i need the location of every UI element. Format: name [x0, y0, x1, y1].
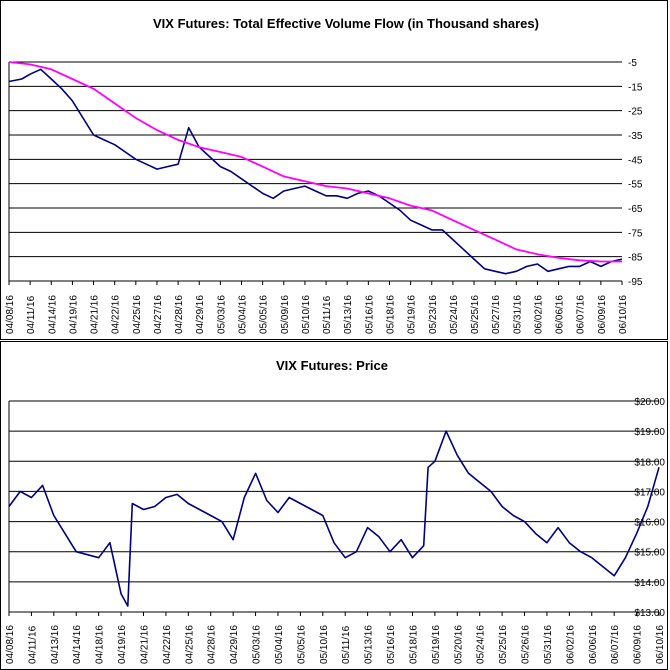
volume-flow-y-tick-label: -25: [628, 107, 643, 118]
volume-flow-x-tick-label: 04/19/16: [68, 295, 79, 334]
price-y-tick-label: $20.00: [634, 397, 665, 408]
price-x-tick-label: 06/07/16: [610, 625, 621, 664]
volume-flow-x-tick-label: 05/27/16: [491, 295, 502, 334]
volume-flow-chart-title: VIX Futures: Total Effective Volume Flow…: [153, 16, 539, 31]
volume-flow-x-tick-label: 05/19/16: [407, 295, 418, 334]
volume-flow-x-tick-label: 06/09/16: [597, 295, 608, 334]
volume-flow-x-tick-label: 06/07/16: [576, 295, 587, 334]
volume-flow-x-tick-label: 05/18/16: [385, 295, 396, 334]
price-x-tick-label: 04/18/16: [95, 625, 106, 664]
price-x-tick-label: 05/13/16: [364, 625, 375, 664]
price-y-tick-label: $14.00: [634, 578, 665, 589]
price-series-0-line: [8, 430, 660, 607]
price-x-tick-label: 06/09/16: [633, 625, 644, 664]
price-x-tick-label: 05/26/16: [521, 625, 532, 664]
volume-flow-chart: VIX Futures: Total Effective Volume Flow…: [5, 16, 643, 334]
volume-flow-x-tick-label: 05/31/16: [512, 295, 523, 334]
price-x-tick-label: 04/29/16: [229, 625, 240, 664]
price-x-tick-label: 04/11/16: [27, 625, 38, 664]
volume-flow-x-tick-label: 04/28/16: [174, 295, 185, 334]
price-x-tick-label: 05/03/16: [252, 625, 263, 664]
volume-flow-series-0-line: [8, 68, 623, 275]
volume-flow-x-tick-label: 05/10/16: [301, 295, 312, 334]
price-x-tick-label: 05/05/16: [296, 625, 307, 664]
price-x-tick-label: 05/04/16: [274, 625, 285, 664]
volume-flow-y-tick-label: -75: [628, 228, 643, 239]
volume-flow-x-tick-label: 05/13/16: [343, 295, 354, 334]
volume-flow-x-tick-label: 04/21/16: [90, 295, 101, 334]
price-x-tick-label: 06/06/16: [588, 625, 599, 664]
volume-flow-x-tick-label: 06/10/16: [618, 295, 629, 334]
price-x-tick-label: 04/19/16: [117, 625, 128, 664]
price-x-tick-label: 05/24/16: [476, 625, 487, 664]
price-y-tick-label: $17.00: [634, 487, 665, 498]
volume-flow-x-tick-label: 06/02/16: [533, 295, 544, 334]
volume-flow-x-tick-label: 05/16/16: [364, 295, 375, 334]
volume-flow-x-tick-label: 05/24/16: [449, 295, 460, 334]
volume-flow-x-tick-label: 05/25/16: [470, 295, 481, 334]
volume-flow-x-tick-label: 06/06/16: [555, 295, 566, 334]
price-x-tick-label: 04/28/16: [207, 625, 218, 664]
volume-flow-x-tick-label: 05/09/16: [280, 295, 291, 334]
price-x-tick-label: 05/10/16: [319, 625, 330, 664]
price-y-axis: $20.00 $19.00 $18.00 $17.00 $16.00 $15.00 $14.…: [634, 397, 665, 619]
price-x-tick-label: 06/02/16: [565, 625, 576, 664]
volume-flow-x-tick-label: 04/11/16: [26, 295, 37, 334]
volume-flow-y-tick-label: -55: [628, 180, 643, 191]
volume-flow-series-1-line: [8, 61, 622, 263]
price-y-tick-label: $15.00: [634, 548, 665, 559]
price-chart-panel: VIX Futures: Price $20.00 $19.00 $18.00 $17…: [0, 341, 668, 670]
price-x-tick-label: 04/14/16: [72, 625, 83, 664]
price-x-tick-label: 04/25/16: [184, 625, 195, 664]
price-y-tick-label: $18.00: [634, 457, 665, 468]
volume-flow-x-tick-label: 04/22/16: [111, 295, 122, 334]
price-y-tick-label: $16.00: [634, 518, 665, 529]
volume-flow-y-tick-label: -35: [628, 131, 643, 142]
price-x-tick-label: 05/19/16: [431, 625, 442, 664]
volume-flow-x-tick-label: 04/25/16: [132, 295, 143, 334]
volume-flow-chart-panel: VIX Futures: Total Effective Volume Flow…: [0, 0, 668, 340]
price-x-tick-label: 04/08/16: [5, 625, 16, 664]
volume-flow-x-tick-label: 05/04/16: [238, 295, 249, 334]
price-x-tick-label: 06/10/16: [655, 625, 666, 664]
price-x-tick-label: 05/16/16: [386, 625, 397, 664]
price-x-tick-label: 05/31/16: [543, 625, 554, 664]
price-x-tick-label: 04/13/16: [50, 625, 61, 664]
price-x-tick-label: 05/20/16: [453, 625, 464, 664]
price-gridlines: [8, 400, 659, 613]
price-chart-title: VIX Futures: Price: [276, 358, 388, 373]
price-y-tick-label: $13.00: [634, 608, 665, 619]
price-chart: VIX Futures: Price $20.00 $19.00 $18.00 $17…: [5, 358, 666, 664]
volume-flow-x-tick-label: 05/05/16: [259, 295, 270, 334]
volume-flow-x-tick-label: 05/11/16: [322, 295, 333, 334]
volume-flow-y-tick-label: -45: [628, 155, 643, 166]
volume-flow-y-tick-label: -15: [628, 82, 643, 93]
volume-flow-y-tick-label: -5: [628, 58, 637, 69]
volume-flow-x-axis: 04/08/16 04/11/16 04/14/16 04/19/16 04/21/16…: [5, 281, 629, 334]
volume-flow-y-tick-label: -65: [628, 204, 643, 215]
price-y-tick-label: $19.00: [634, 427, 665, 438]
price-x-tick-label: 04/21/16: [139, 625, 150, 664]
volume-flow-y-tick-label: -85: [628, 253, 643, 264]
volume-flow-series: [8, 61, 623, 275]
volume-flow-x-tick-label: 05/03/16: [216, 295, 227, 334]
volume-flow-y-tick-label: -95: [628, 277, 643, 288]
price-x-tick-label: 05/11/16: [341, 625, 352, 664]
volume-flow-x-tick-label: 04/14/16: [47, 295, 58, 334]
price-x-tick-label: 05/25/16: [498, 625, 509, 664]
price-x-axis: 04/08/16 04/11/16 04/13/16 04/14/16 04/18/16…: [5, 612, 666, 664]
price-x-tick-label: 04/22/16: [162, 625, 173, 664]
volume-flow-x-tick-label: 05/23/16: [428, 295, 439, 334]
volume-flow-x-tick-label: 04/08/16: [5, 295, 16, 334]
volume-flow-x-tick-label: 04/29/16: [195, 295, 206, 334]
volume-flow-y-axis: -5 -15 -25 -35 -45 -55 -65 -75 -85 -95: [628, 58, 643, 288]
volume-flow-x-tick-label: 04/27/16: [153, 295, 164, 334]
price-x-tick-label: 05/18/16: [408, 625, 419, 664]
price-series: [8, 430, 660, 607]
